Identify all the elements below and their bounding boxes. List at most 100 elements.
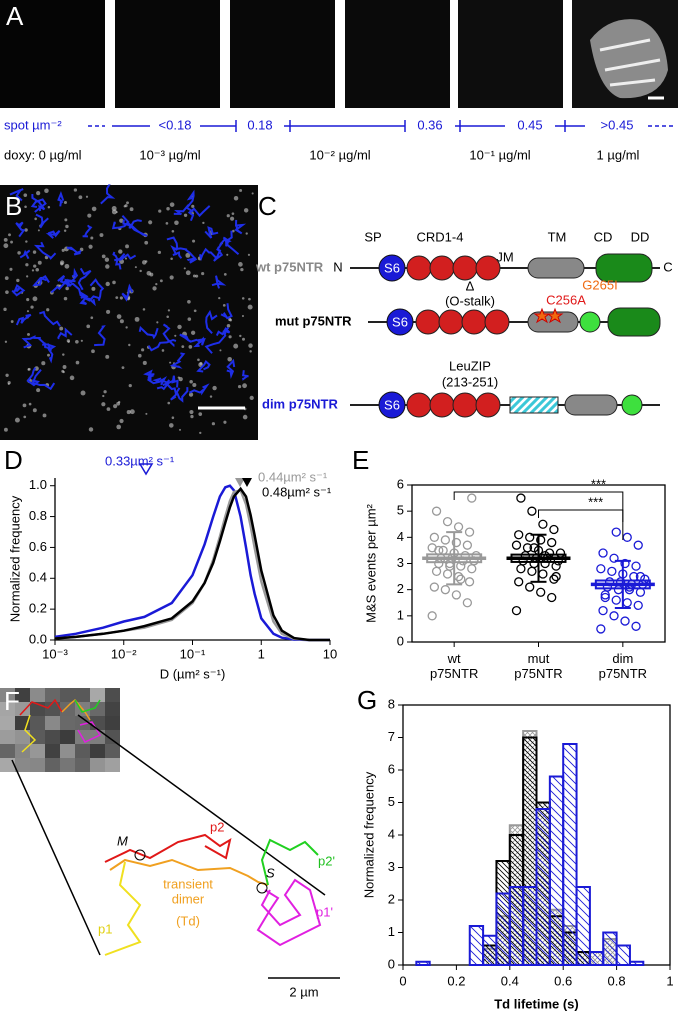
spot xyxy=(181,345,185,349)
spot xyxy=(69,375,75,381)
spot xyxy=(65,224,69,229)
pixel xyxy=(15,758,30,772)
point xyxy=(538,569,548,579)
spot xyxy=(4,340,8,343)
point xyxy=(540,558,550,569)
spot xyxy=(3,237,8,242)
peak-marker xyxy=(235,478,245,487)
x-tick-label: 10⁻² xyxy=(111,646,137,661)
point xyxy=(514,530,524,540)
spot xyxy=(145,260,148,263)
spot xyxy=(139,269,142,273)
spot xyxy=(170,257,173,261)
bar xyxy=(562,743,578,966)
spot xyxy=(101,402,106,407)
y-tick-label: 4 xyxy=(397,529,404,544)
spot xyxy=(86,324,91,329)
spot xyxy=(85,195,89,198)
point xyxy=(431,566,442,576)
trajectory xyxy=(15,313,32,326)
x-tick-label: 0.6 xyxy=(554,973,572,988)
line xyxy=(54,488,330,642)
spot xyxy=(31,269,35,272)
point xyxy=(427,611,437,621)
trajectory xyxy=(122,219,142,229)
spot xyxy=(16,278,20,283)
spot xyxy=(222,303,226,307)
y-axis-label: Normalized frequency xyxy=(361,771,376,898)
track-label: p1' xyxy=(316,904,333,919)
panel-f: F M S p1 p2 p2' p1' transient dimer (Td) xyxy=(0,686,340,999)
x-tick-label: 0.4 xyxy=(501,973,519,988)
y-tick-label: 7 xyxy=(388,729,395,744)
point xyxy=(631,621,641,631)
spot xyxy=(245,232,248,235)
x-tick-label: 10⁻¹ xyxy=(180,646,206,661)
pixel xyxy=(15,702,30,716)
pixel xyxy=(30,758,45,772)
trajectory xyxy=(63,267,79,287)
spot xyxy=(27,367,31,371)
spot xyxy=(240,267,244,272)
point xyxy=(600,592,610,603)
spot xyxy=(90,236,94,240)
trajectory xyxy=(11,284,26,297)
domain-label: CRD1-4 xyxy=(417,229,464,244)
construct-name: wt p75NTR xyxy=(255,259,324,274)
domain-labels: SP CRD1-4 JM TM CD DD xyxy=(364,229,649,264)
x-axis-label: Td lifetime (s) xyxy=(494,996,579,1011)
spot xyxy=(155,283,158,286)
spot xyxy=(75,339,79,344)
trajectory xyxy=(39,310,61,327)
point xyxy=(511,605,522,616)
pixel xyxy=(15,688,30,702)
bar xyxy=(628,960,645,966)
y-tick-label: 3 xyxy=(397,555,404,570)
spot xyxy=(119,218,124,223)
spot xyxy=(161,349,165,352)
spot xyxy=(233,196,239,201)
pixel xyxy=(105,716,120,730)
track-label: dimer xyxy=(172,891,205,906)
spot xyxy=(42,413,47,418)
point xyxy=(527,566,537,576)
trajectory xyxy=(166,236,188,251)
y-tick-label: 0.8 xyxy=(29,508,47,523)
trajectory xyxy=(82,224,93,238)
point xyxy=(547,537,557,548)
trajectory xyxy=(204,226,219,239)
spot xyxy=(37,260,42,265)
trajectory xyxy=(50,279,76,294)
point xyxy=(555,548,566,558)
spot xyxy=(99,233,104,238)
micrograph xyxy=(345,0,450,108)
panel-g: G 0 1 2 3 4 5 6 7 8 0 0.2 0.4 0.6 0.8 1 Td lifetime (s)… xyxy=(357,685,674,1012)
spot xyxy=(168,423,174,428)
spot xyxy=(128,383,132,388)
spot xyxy=(62,353,65,356)
scale-label: 2 µm xyxy=(289,984,318,999)
spot xyxy=(129,207,134,212)
point xyxy=(516,493,526,503)
spot xyxy=(103,390,107,394)
cd xyxy=(579,311,601,333)
spot xyxy=(201,272,205,276)
mutation-stars xyxy=(533,307,564,324)
spot xyxy=(148,220,153,225)
trajectory xyxy=(241,370,249,381)
spot xyxy=(28,402,32,406)
tracks xyxy=(104,833,322,956)
track-label: p2 xyxy=(210,819,224,834)
spot xyxy=(5,290,9,294)
bar xyxy=(468,925,485,966)
spot xyxy=(167,401,171,405)
panel-c: C SP CRD1-4 JM TM CD DD wt p75NTR N C S6… xyxy=(255,191,673,419)
zoom-line xyxy=(77,714,326,896)
trajectory xyxy=(147,373,164,385)
pixel xyxy=(30,716,45,730)
y-axis-label: M&S events per µm² xyxy=(363,503,378,622)
spot xyxy=(156,321,159,324)
inset-image xyxy=(0,688,120,772)
bar xyxy=(548,775,565,966)
axes xyxy=(54,478,330,641)
